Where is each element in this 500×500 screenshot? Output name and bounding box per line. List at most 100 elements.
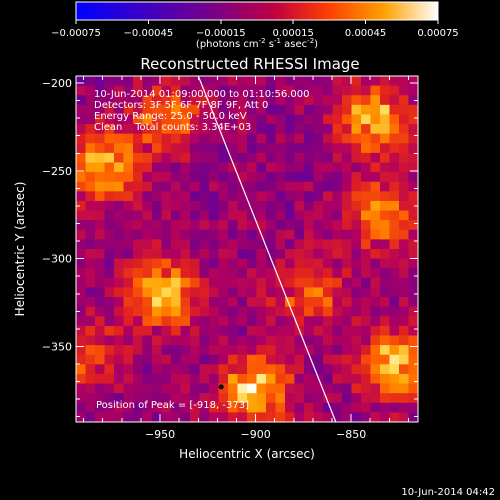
heatmap-cell xyxy=(152,277,163,289)
heatmap-cell xyxy=(152,114,163,125)
heatmap-cell xyxy=(389,354,400,365)
y-tick-label: −200 xyxy=(42,77,72,90)
heatmap-cell xyxy=(114,210,125,221)
heatmap-cell xyxy=(152,373,163,385)
heatmap-cell xyxy=(380,95,391,106)
heatmap-cell xyxy=(95,393,106,404)
heatmap-cell xyxy=(218,229,229,240)
heatmap-cell xyxy=(408,191,418,202)
heatmap-cell xyxy=(114,277,125,289)
heatmap-cell xyxy=(237,306,248,317)
info-detectors: Detectors: 3F 5F 6F 7F 8F 9F, Att 0 xyxy=(94,100,268,111)
heatmap-cell xyxy=(342,76,353,87)
heatmap-cell xyxy=(380,325,391,337)
heatmap-cell xyxy=(85,152,96,164)
heatmap-cell xyxy=(114,114,125,125)
heatmap-cell xyxy=(171,191,182,202)
heatmap-cell xyxy=(133,114,144,125)
heatmap-cell xyxy=(408,383,418,394)
heatmap-cell xyxy=(332,268,343,279)
heatmap-cell xyxy=(285,210,296,221)
heatmap-cell xyxy=(104,210,115,221)
heatmap-cell xyxy=(123,335,134,346)
heatmap-cell xyxy=(285,277,296,289)
heatmap-cell xyxy=(323,277,334,289)
heatmap-cell xyxy=(152,412,163,422)
heatmap-cell xyxy=(247,229,258,240)
heatmap-cell xyxy=(380,277,391,289)
heatmap-cell xyxy=(180,229,191,240)
heatmap-cell xyxy=(209,133,220,144)
heatmap-cell xyxy=(190,143,201,154)
heatmap-cell xyxy=(266,335,277,346)
heatmap-cell xyxy=(247,200,258,212)
heatmap-cell xyxy=(104,268,115,279)
heatmap xyxy=(76,76,418,422)
heatmap-cell xyxy=(218,383,229,394)
heatmap-cell xyxy=(285,383,296,394)
heatmap-cell xyxy=(304,249,315,260)
heatmap-cell xyxy=(152,229,163,240)
heatmap-cell xyxy=(313,412,324,422)
heatmap-cell xyxy=(152,172,163,183)
heatmap-cell xyxy=(332,85,343,96)
heatmap-cell xyxy=(85,143,96,154)
heatmap-cell xyxy=(133,172,144,183)
heatmap-cell xyxy=(85,124,96,135)
heatmap-cell xyxy=(370,373,381,385)
heatmap-cell xyxy=(275,239,286,250)
heatmap-cell xyxy=(361,249,372,260)
heatmap-cell xyxy=(256,268,267,279)
heatmap-cell xyxy=(323,210,334,221)
heatmap-cell xyxy=(342,412,353,422)
heatmap-cell xyxy=(218,412,229,422)
heatmap-cell xyxy=(294,383,305,394)
heatmap-cell xyxy=(389,85,400,96)
heatmap-cell xyxy=(361,124,372,135)
heatmap-cell xyxy=(389,345,400,356)
heatmap-cell xyxy=(76,85,87,96)
heatmap-cell xyxy=(389,210,400,221)
heatmap-cell xyxy=(361,143,372,154)
heatmap-cell xyxy=(114,335,125,346)
heatmap-cell xyxy=(228,133,239,144)
heatmap-cell xyxy=(152,268,163,279)
heatmap-cell xyxy=(133,412,144,422)
heatmap-cell xyxy=(342,345,353,356)
heatmap-cell xyxy=(399,316,410,327)
heatmap-cell xyxy=(161,172,172,183)
heatmap-cell xyxy=(123,393,134,404)
heatmap-cell xyxy=(180,258,191,269)
heatmap-cell xyxy=(161,220,172,231)
heatmap-cell xyxy=(209,124,220,135)
heatmap-cell xyxy=(133,345,144,356)
heatmap-cell xyxy=(114,287,125,298)
heatmap-cell xyxy=(256,297,267,308)
heatmap-cell xyxy=(123,220,134,231)
heatmap-cell xyxy=(256,76,267,87)
heatmap-cell xyxy=(275,133,286,144)
heatmap-cell xyxy=(114,152,125,164)
heatmap-cell xyxy=(190,258,201,269)
heatmap-cell xyxy=(142,172,153,183)
heatmap-cell xyxy=(180,287,191,298)
heatmap-cell xyxy=(304,306,315,317)
heatmap-cell xyxy=(370,181,381,192)
heatmap-cell xyxy=(104,316,115,327)
heatmap-cell xyxy=(313,191,324,202)
heatmap-cell xyxy=(285,191,296,202)
heatmap-cell xyxy=(361,85,372,96)
heatmap-cell xyxy=(180,335,191,346)
heatmap-cell xyxy=(389,393,400,404)
heatmap-cell xyxy=(256,277,267,289)
heatmap-cell xyxy=(370,104,381,116)
heatmap-cell xyxy=(380,220,391,231)
heatmap-cell xyxy=(104,104,115,116)
heatmap-cell xyxy=(209,412,220,422)
heatmap-cell xyxy=(180,393,191,404)
heatmap-cell xyxy=(408,345,418,356)
heatmap-cell xyxy=(313,297,324,308)
heatmap-cell xyxy=(85,133,96,144)
heatmap-cell xyxy=(370,220,381,231)
heatmap-cell xyxy=(313,143,324,154)
